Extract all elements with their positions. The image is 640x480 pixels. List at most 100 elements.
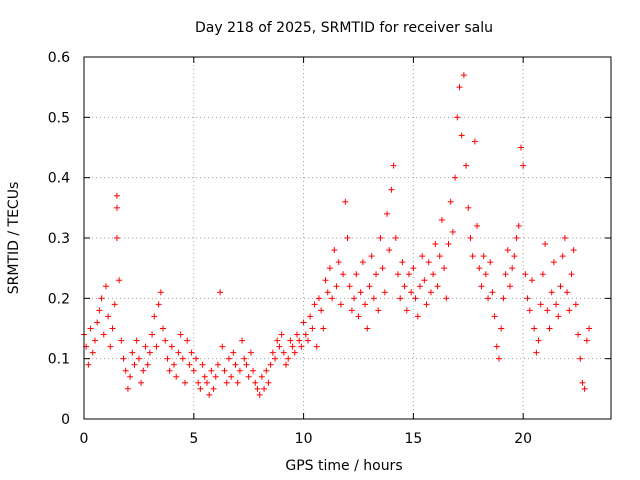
data-point bbox=[149, 331, 156, 338]
data-point bbox=[524, 295, 531, 302]
data-point bbox=[91, 337, 98, 344]
data-point bbox=[265, 379, 272, 386]
data-point bbox=[469, 253, 476, 260]
data-point bbox=[544, 307, 551, 314]
data-point bbox=[373, 271, 380, 278]
data-point bbox=[247, 349, 254, 356]
data-point bbox=[357, 289, 364, 296]
data-point bbox=[214, 361, 221, 368]
data-point bbox=[506, 283, 513, 290]
data-point bbox=[460, 72, 467, 79]
data-point bbox=[151, 313, 158, 320]
data-point bbox=[340, 271, 347, 278]
data-point bbox=[344, 235, 351, 241]
data-point bbox=[500, 295, 507, 302]
data-point bbox=[105, 313, 112, 320]
data-point bbox=[118, 337, 125, 344]
data-point bbox=[243, 361, 250, 368]
data-point bbox=[122, 367, 129, 374]
data-point bbox=[171, 361, 178, 368]
data-point bbox=[234, 379, 241, 386]
y-tick-label: 0.4 bbox=[48, 171, 70, 187]
data-point bbox=[250, 367, 257, 374]
data-point bbox=[377, 235, 384, 241]
data-point bbox=[333, 283, 340, 290]
data-point bbox=[311, 301, 318, 308]
data-point bbox=[388, 186, 395, 193]
data-point bbox=[410, 265, 417, 272]
data-point bbox=[98, 295, 105, 302]
data-point bbox=[419, 253, 426, 260]
data-point bbox=[162, 337, 169, 344]
data-point bbox=[441, 265, 448, 272]
data-point bbox=[113, 192, 120, 199]
data-point bbox=[313, 343, 320, 350]
data-point bbox=[467, 235, 474, 241]
data-point bbox=[509, 265, 516, 272]
data-point bbox=[331, 247, 338, 254]
data-point bbox=[447, 198, 454, 205]
data-point bbox=[434, 283, 441, 290]
data-point bbox=[353, 271, 360, 278]
data-point bbox=[577, 355, 584, 362]
data-point bbox=[465, 204, 472, 211]
data-point bbox=[127, 373, 134, 380]
data-point bbox=[201, 373, 208, 380]
data-point bbox=[135, 355, 142, 362]
data-point bbox=[146, 349, 153, 356]
data-point bbox=[140, 367, 147, 374]
data-point bbox=[285, 355, 292, 362]
data-point bbox=[219, 343, 226, 350]
data-point bbox=[300, 319, 307, 326]
x-tick-label: 15 bbox=[404, 431, 422, 447]
data-point bbox=[375, 307, 382, 314]
data-point bbox=[298, 343, 305, 350]
data-point bbox=[144, 361, 151, 368]
data-point bbox=[221, 367, 228, 374]
x-tick-label: 20 bbox=[514, 431, 532, 447]
data-point bbox=[421, 277, 428, 284]
data-point bbox=[403, 307, 410, 314]
data-point bbox=[278, 331, 285, 338]
data-point bbox=[535, 337, 542, 344]
data-point bbox=[236, 367, 243, 374]
data-point bbox=[414, 313, 421, 320]
data-point bbox=[304, 337, 311, 344]
data-point bbox=[548, 289, 555, 296]
data-point bbox=[186, 361, 193, 368]
data-point bbox=[326, 265, 333, 272]
data-point bbox=[318, 307, 325, 314]
data-point bbox=[272, 355, 279, 362]
data-point bbox=[155, 301, 162, 308]
data-point bbox=[177, 331, 184, 338]
data-point bbox=[531, 325, 538, 332]
data-point bbox=[423, 301, 430, 308]
data-point bbox=[522, 271, 529, 278]
data-point bbox=[157, 289, 164, 296]
data-point bbox=[254, 385, 261, 392]
data-point bbox=[397, 295, 404, 302]
data-point bbox=[228, 373, 235, 380]
data-point bbox=[491, 313, 498, 320]
data-point bbox=[280, 349, 287, 356]
data-point bbox=[131, 361, 138, 368]
data-point bbox=[586, 325, 593, 332]
data-point bbox=[399, 259, 406, 266]
x-tick-label: 5 bbox=[189, 431, 198, 447]
data-point bbox=[493, 343, 500, 350]
data-point bbox=[515, 222, 522, 229]
data-point bbox=[474, 222, 481, 229]
data-point bbox=[138, 379, 145, 386]
data-point bbox=[293, 331, 300, 338]
data-point bbox=[458, 132, 465, 139]
ticks: 0 0.1 0.2 0.3 0.4 0.5 0.6 0 5 10 15 20 bbox=[48, 50, 611, 447]
data-point bbox=[173, 373, 180, 380]
data-point bbox=[553, 301, 560, 308]
data-point bbox=[245, 373, 252, 380]
data-point bbox=[386, 247, 393, 254]
data-point bbox=[482, 271, 489, 278]
data-point bbox=[274, 337, 281, 344]
data-point bbox=[452, 174, 459, 181]
data-point bbox=[230, 349, 237, 356]
data-point bbox=[309, 325, 316, 332]
